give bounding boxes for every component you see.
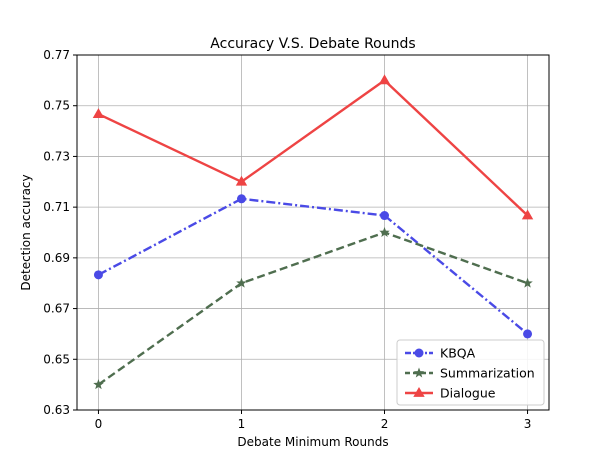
y-tick-label: 0.63 [43,403,70,417]
x-tick-label: 3 [524,417,532,431]
legend-marker-summarization [413,367,425,378]
legend: KBQA Summarization Dialogue [396,339,545,406]
data-point-dialogue [378,74,391,85]
legend-marker-kbqa [414,348,424,358]
x-tick-label: 1 [238,417,246,431]
y-tick-label: 0.77 [43,48,70,62]
data-point-kbqa [236,194,246,204]
y-axis-title: Detection accuracy [19,174,33,290]
data-point-dialogue [235,175,248,186]
data-point-dialogue [521,209,534,220]
data-point-dialogue [92,108,105,118]
y-tick-label: 0.67 [43,302,70,316]
data-point-kbqa [380,211,390,221]
legend-box [396,339,545,406]
series-line-summarization [97,231,528,386]
y-tick-label: 0.69 [43,251,70,265]
chart-title: Accuracy V.S. Debate Rounds [210,36,415,52]
y-tick-label: 0.65 [43,352,70,366]
y-tick-label: 0.71 [43,200,70,214]
legend-label-summarization: Summarization [440,366,535,381]
axis-ticks: 0 1 2 3 0.63 0.65 0.67 0.69 0.71 0.73 0.75 0.77 [43,48,531,431]
data-point-kbqa [93,270,103,280]
series-dialogue [92,74,534,220]
plot-frame [76,54,550,411]
x-axis-title: Debate Minimum Rounds [237,435,388,449]
legend-label-kbqa: KBQA [440,346,476,361]
data-point-summarization [379,227,390,237]
legend-label-dialogue: Dialogue [440,386,496,401]
x-tick-label: 0 [95,417,103,431]
series-layer [92,74,534,390]
data-point-summarization [522,277,533,288]
series-line-kbqa [97,197,529,335]
data-point-summarization [93,379,104,390]
y-tick-label: 0.75 [43,99,70,113]
data-point-summarization [236,277,247,288]
series-kbqa [93,194,533,339]
series-summarization [93,227,533,390]
x-tick-label: 2 [381,417,389,431]
data-point-kbqa [523,329,533,339]
series-line-dialogue [97,79,529,217]
y-tick-label: 0.73 [43,149,70,163]
legend-marker-dialogue [413,387,425,397]
